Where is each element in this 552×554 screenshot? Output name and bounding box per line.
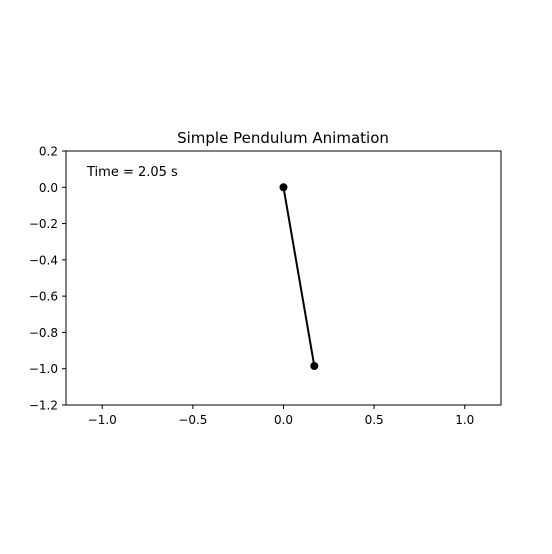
x-tick-label: 0.0: [274, 413, 293, 427]
pendulum-bob: [310, 362, 318, 370]
y-tick-label: −1.0: [29, 362, 58, 376]
y-tick-label: −1.2: [29, 399, 58, 413]
y-tick-label: 0.2: [39, 145, 58, 159]
x-tick-label: −1.0: [88, 413, 117, 427]
y-tick-label: −0.2: [29, 217, 58, 231]
x-tick-label: −0.5: [178, 413, 207, 427]
x-tick-label: 1.0: [455, 413, 474, 427]
y-tick-label: 0.0: [39, 181, 58, 195]
pivot-point: [280, 183, 288, 191]
y-tick-label: −0.8: [29, 326, 58, 340]
y-tick-label: −0.4: [29, 253, 58, 267]
y-tick-label: −0.6: [29, 290, 58, 304]
chart-title: Simple Pendulum Animation: [177, 129, 389, 147]
time-annotation: Time = 2.05 s: [86, 165, 178, 180]
x-tick-label: 0.5: [365, 413, 384, 427]
